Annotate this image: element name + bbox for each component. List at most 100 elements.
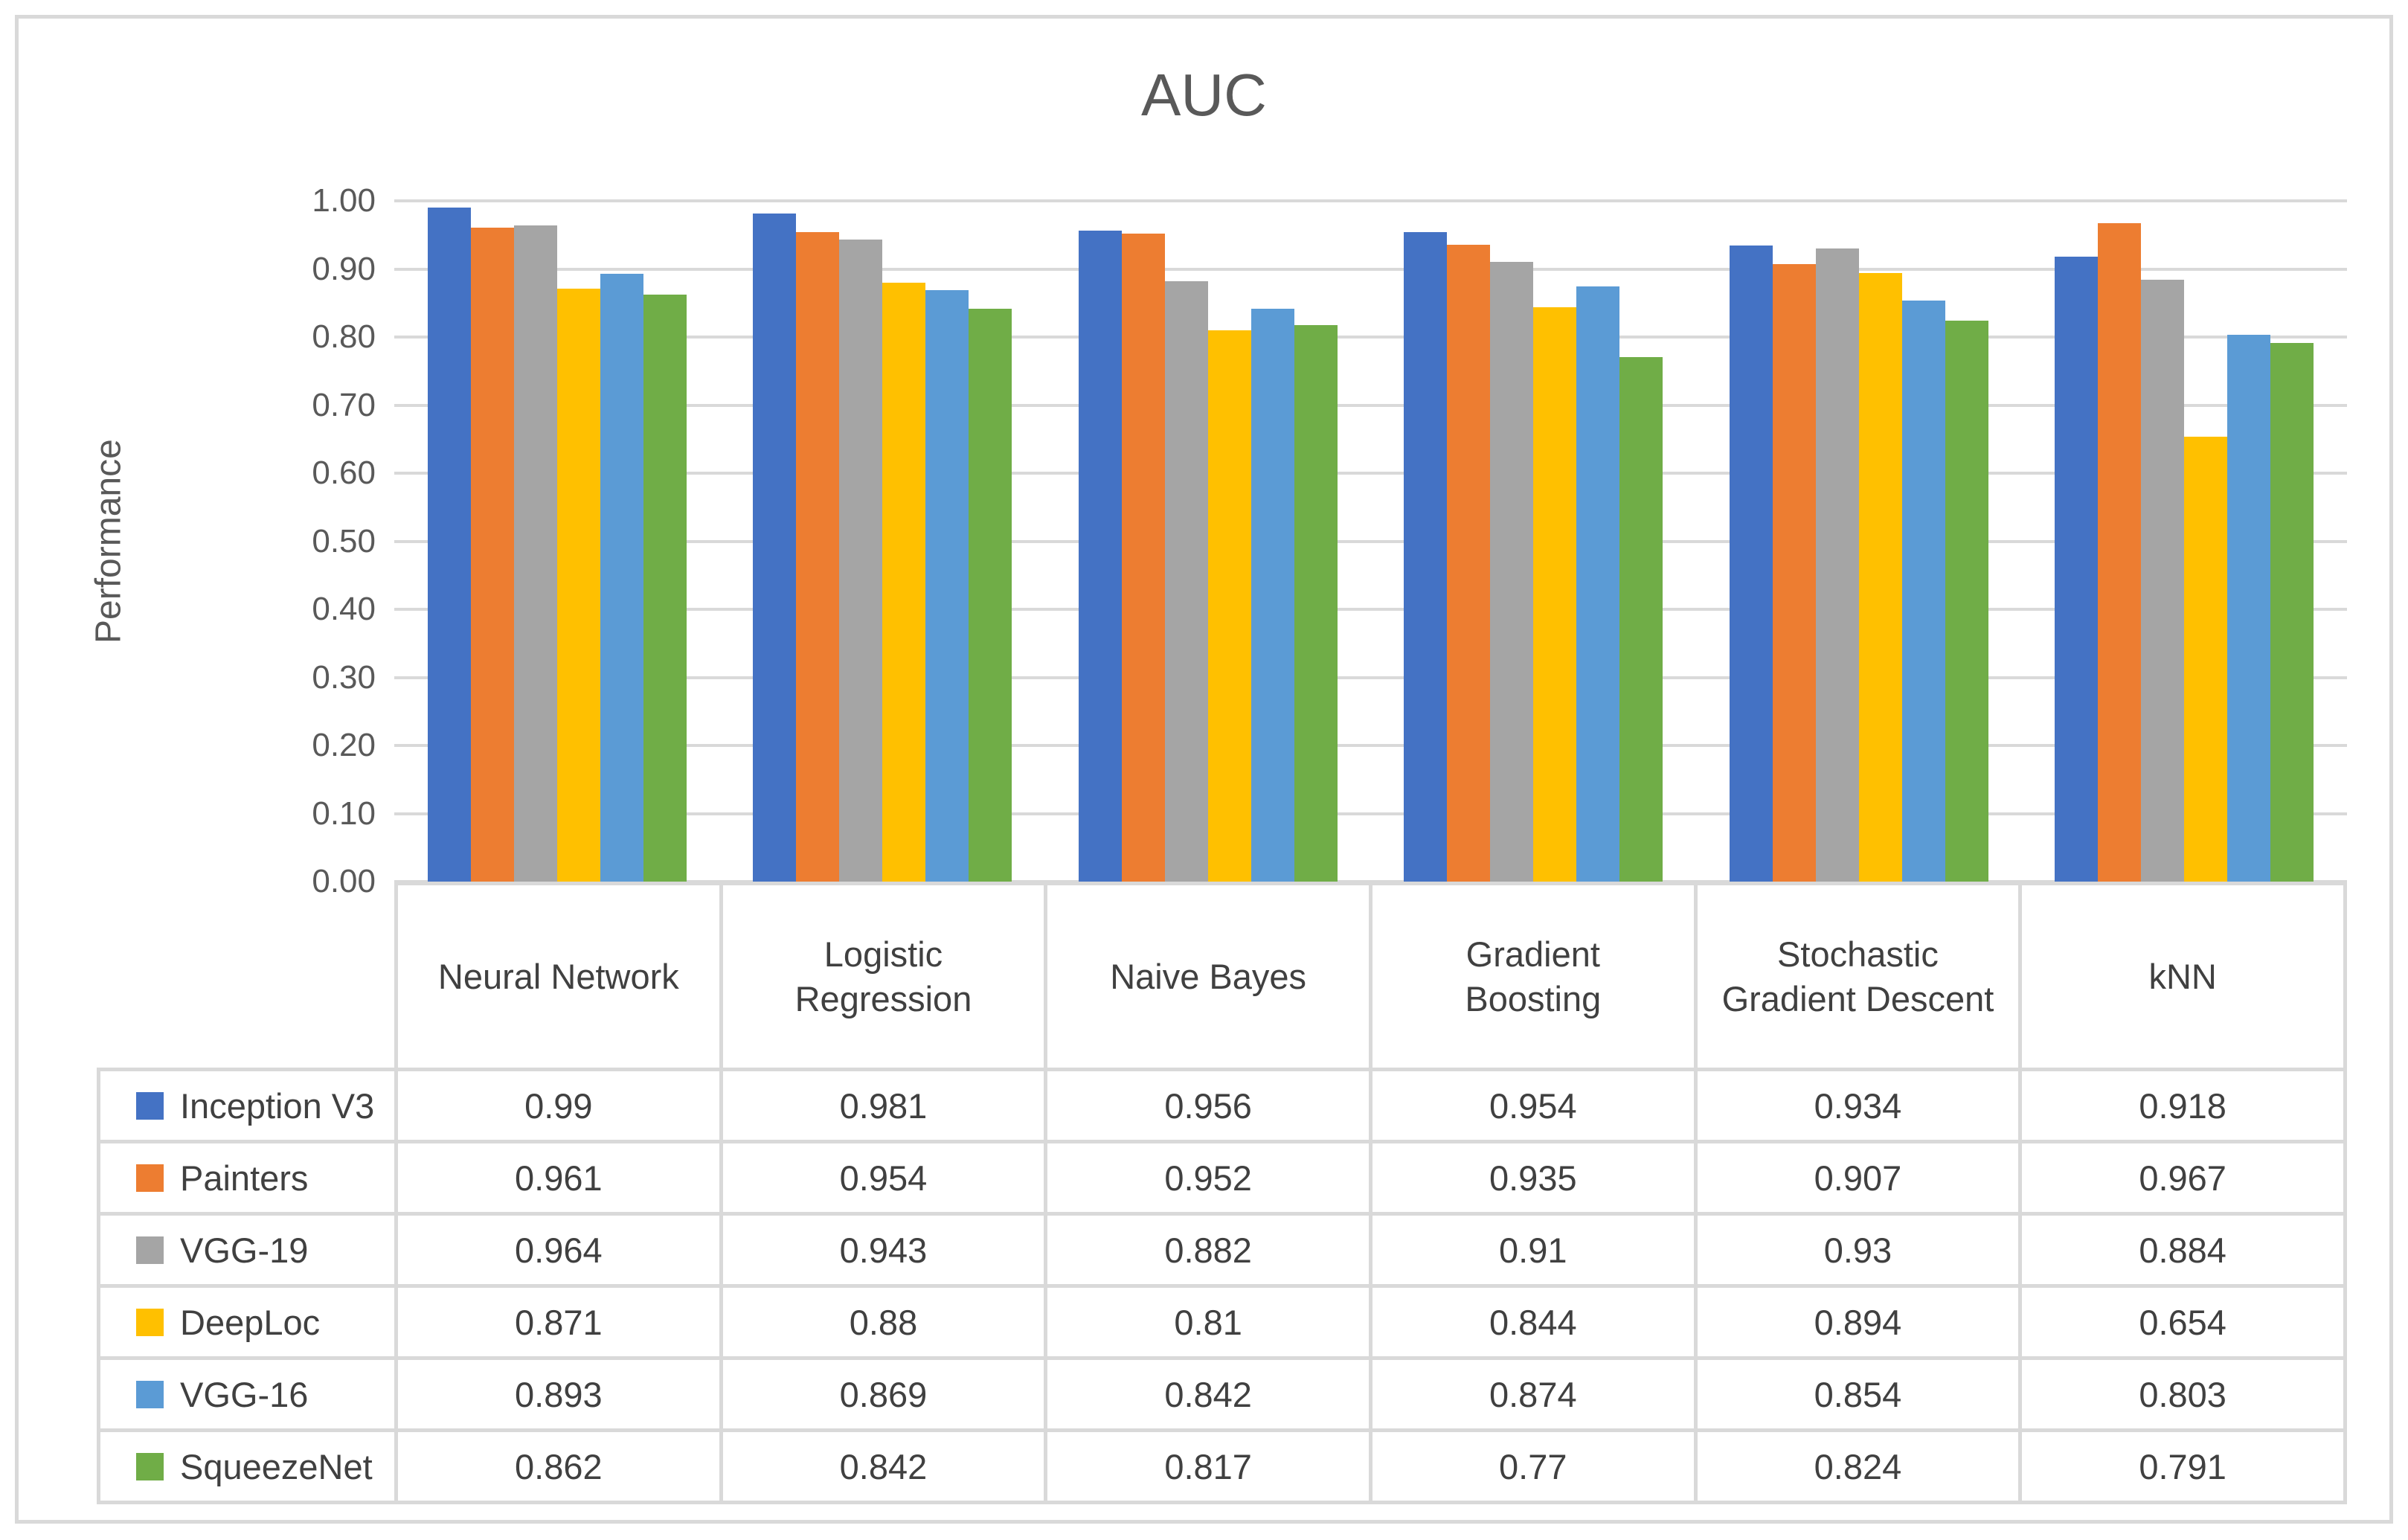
bar-vgg-19-logistic-regression [839, 240, 883, 882]
bar-group-naive-bayes [1045, 201, 1371, 882]
table-value-painters-neural-network: 0.961 [394, 1140, 723, 1216]
gridline-0-80 [394, 336, 2347, 339]
table-value-painters-knn: 0.967 [2018, 1140, 2347, 1216]
bar-squeezenet-neural-network [643, 295, 687, 882]
table-row-vgg-16: VGG-16 0.893 0.869 0.842 0.874 0.854 0.803 [97, 1356, 2347, 1432]
y-tick-label-0-20: 0.20 [312, 727, 376, 763]
table-corner-cell [98, 883, 398, 1071]
gridline-0-10 [394, 812, 2347, 815]
legend-color-swatch-vgg-16 [136, 1380, 164, 1408]
bar-group-logistic-regression [720, 201, 1046, 882]
bar-groups [394, 201, 2347, 882]
bar-squeezenet-stochastic-gradient-descent [1945, 321, 1988, 882]
bar-group-neural-network [394, 201, 720, 882]
y-tick-label-0-40: 0.40 [312, 591, 376, 627]
table-value-vgg-16-logistic-regression: 0.869 [719, 1356, 1048, 1432]
legend-entry: Inception V3 [136, 1085, 393, 1126]
gridline-0-50 [394, 539, 2347, 543]
bar-deeploc-naive-bayes [1207, 330, 1251, 882]
table-value-vgg-16-neural-network: 0.893 [394, 1356, 723, 1432]
legend-color-swatch-deeploc [136, 1308, 164, 1336]
legend-label-painters: Painters [180, 1158, 309, 1198]
bar-vgg-16-logistic-regression [925, 289, 969, 882]
bar-squeezenet-naive-bayes [1294, 325, 1338, 882]
table-value-deeploc-naive-bayes: 0.81 [1044, 1284, 1372, 1360]
table-row-vgg-19: VGG-19 0.964 0.943 0.882 0.91 0.93 0.884 [97, 1212, 2347, 1288]
y-tick-label-0-30: 0.30 [312, 658, 376, 696]
table-value-squeezenet-logistic-regression: 0.842 [719, 1428, 1048, 1504]
bar-vgg-16-knn [2227, 335, 2271, 882]
bar-deeploc-knn [2184, 436, 2228, 882]
bar-inception-v3-naive-bayes [1078, 231, 1122, 882]
bar-inception-v3-stochastic-gradient-descent [1729, 246, 1773, 882]
table-value-vgg-19-stochastic-gradient-descent: 0.93 [1693, 1212, 2023, 1288]
legend-label-squeezenet: SqueezeNet [180, 1446, 373, 1486]
legend-cell-vgg-19: VGG-19 [97, 1212, 398, 1288]
bar-vgg-16-neural-network [600, 273, 643, 882]
table-header-category-logistic-regression: Logistic Regression [719, 882, 1048, 1071]
legend-entry: VGG-19 [136, 1230, 393, 1271]
bar-squeezenet-gradient-boosting [1619, 357, 1663, 882]
legend-entry: DeepLoc [136, 1302, 393, 1343]
gridline-0-00 [394, 880, 2347, 883]
table-value-inception-v3-naive-bayes: 0.956 [1044, 1068, 1372, 1143]
legend-color-swatch-painters [136, 1164, 164, 1192]
y-tick-label-1-00: 1.00 [312, 182, 376, 219]
legend-label-vgg-16: VGG-16 [180, 1374, 309, 1414]
y-tick-label-0-70: 0.70 [312, 386, 376, 423]
gridline-1-00 [394, 199, 2347, 202]
gridline-0-60 [394, 472, 2347, 475]
legend-label-inception-v3: Inception V3 [180, 1085, 375, 1126]
bar-painters-logistic-regression [796, 232, 840, 882]
legend-entry: Painters [136, 1158, 393, 1199]
table-value-painters-stochastic-gradient-descent: 0.907 [1693, 1140, 2023, 1216]
bar-vgg-16-naive-bayes [1250, 308, 1294, 882]
table-value-vgg-16-stochastic-gradient-descent: 0.854 [1693, 1356, 2023, 1432]
legend-cell-squeezenet: SqueezeNet [97, 1428, 398, 1504]
gridline-0-90 [394, 267, 2347, 271]
legend-cell-painters: Painters [97, 1140, 398, 1216]
y-tick-label-0-90: 0.90 [312, 250, 376, 287]
bar-painters-gradient-boosting [1447, 245, 1491, 882]
table-value-inception-v3-stochastic-gradient-descent: 0.934 [1693, 1068, 2023, 1143]
bar-inception-v3-gradient-boosting [1404, 232, 1448, 882]
table-row-deeploc: DeepLoc 0.871 0.88 0.81 0.844 0.894 0.654 [97, 1284, 2347, 1360]
table-value-vgg-16-gradient-boosting: 0.874 [1368, 1356, 1698, 1432]
plot-area [394, 199, 2347, 883]
legend-cell-vgg-16: VGG-16 [97, 1356, 398, 1432]
bar-deeploc-stochastic-gradient-descent [1858, 273, 1902, 882]
table-header-category-neural-network: Neural Network [394, 882, 723, 1071]
gridline-0-30 [394, 676, 2347, 679]
bar-vgg-19-knn [2141, 280, 2185, 882]
bar-group-knn [2022, 201, 2348, 882]
table-value-painters-naive-bayes: 0.952 [1044, 1140, 1372, 1216]
bar-vgg-16-stochastic-gradient-descent [1901, 300, 1945, 882]
legend-cell-deeploc: DeepLoc [97, 1284, 398, 1360]
legend-label-deeploc: DeepLoc [180, 1302, 321, 1342]
table-value-vgg-19-naive-bayes: 0.882 [1044, 1212, 1372, 1288]
bar-painters-knn [2098, 223, 2142, 882]
table-value-squeezenet-knn: 0.791 [2018, 1428, 2347, 1504]
table-value-vgg-16-naive-bayes: 0.842 [1044, 1356, 1372, 1432]
bar-vgg-16-gradient-boosting [1576, 286, 1620, 882]
bar-inception-v3-knn [2055, 257, 2099, 882]
bar-squeezenet-logistic-regression [969, 308, 1012, 882]
table-header-category-gradient-boosting: Gradient Boosting [1368, 882, 1698, 1071]
bar-inception-v3-logistic-regression [753, 214, 797, 882]
table-header-row: Neural Network Logistic Regression Naive B… [98, 882, 2347, 1071]
table-value-inception-v3-gradient-boosting: 0.954 [1368, 1068, 1698, 1143]
table-value-vgg-19-logistic-regression: 0.943 [719, 1212, 1048, 1288]
bar-vgg-19-stochastic-gradient-descent [1815, 248, 1859, 882]
bar-painters-stochastic-gradient-descent [1772, 264, 1816, 882]
legend-entry: SqueezeNet [136, 1446, 393, 1487]
table-row-squeezenet: SqueezeNet 0.862 0.842 0.817 0.77 0.824 0.791 [97, 1428, 2347, 1504]
table-header-category-naive-bayes: Naive Bayes [1044, 882, 1372, 1071]
legend-color-swatch-inception-v3 [136, 1091, 164, 1120]
table-value-squeezenet-neural-network: 0.862 [394, 1428, 723, 1504]
gridline-0-40 [394, 608, 2347, 611]
y-tick-label-0-60: 0.60 [312, 455, 376, 491]
table-value-vgg-19-gradient-boosting: 0.91 [1368, 1212, 1698, 1288]
bar-inception-v3-neural-network [427, 208, 471, 882]
y-tick-label-0-50: 0.50 [312, 522, 376, 559]
